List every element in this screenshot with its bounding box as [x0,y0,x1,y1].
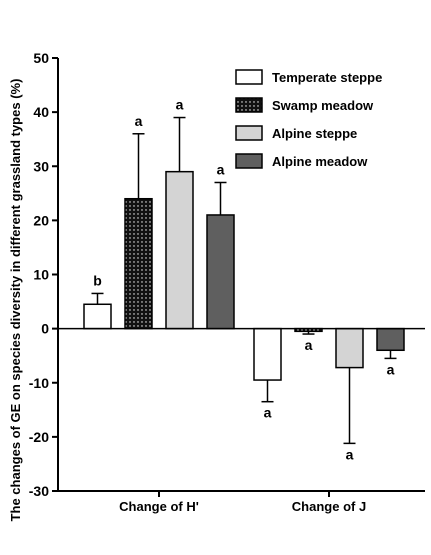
significance-letter: a [217,161,225,177]
bar [83,303,112,330]
y-axis-label: The changes of GE on species diversity i… [8,79,23,522]
x-category-label: Change of J [292,499,366,514]
y-tick-label: -10 [29,375,49,391]
legend-label: Swamp meadow [272,98,374,113]
bar [253,327,282,381]
y-tick-label: 10 [33,267,49,283]
bar [376,327,405,352]
legend-label: Alpine meadow [272,154,368,169]
legend-swatch [235,69,263,85]
significance-letter: a [176,97,184,113]
bar [124,197,153,330]
significance-letter: b [93,272,102,288]
significance-letter: a [305,337,313,353]
y-tick-label: 0 [41,321,49,337]
y-tick-label: -20 [29,429,49,445]
y-tick-label: 20 [33,212,49,228]
legend-label: Alpine steppe [272,126,357,141]
y-tick-label: 30 [33,158,49,174]
bar [165,170,194,330]
y-tick-label: 40 [33,104,49,120]
x-category-label: Change of H' [119,499,199,514]
legend-label: Temperate steppe [272,70,382,85]
significance-letter: a [346,446,354,462]
legend-swatch [235,153,263,169]
y-tick-label: 50 [33,50,49,66]
significance-letter: a [387,361,395,377]
bar [206,214,235,330]
legend-swatch [235,97,263,113]
legend-swatch [235,125,263,141]
bar [335,327,364,369]
significance-letter: a [135,113,143,129]
significance-letter: a [264,405,272,421]
y-tick-label: -30 [29,483,49,499]
